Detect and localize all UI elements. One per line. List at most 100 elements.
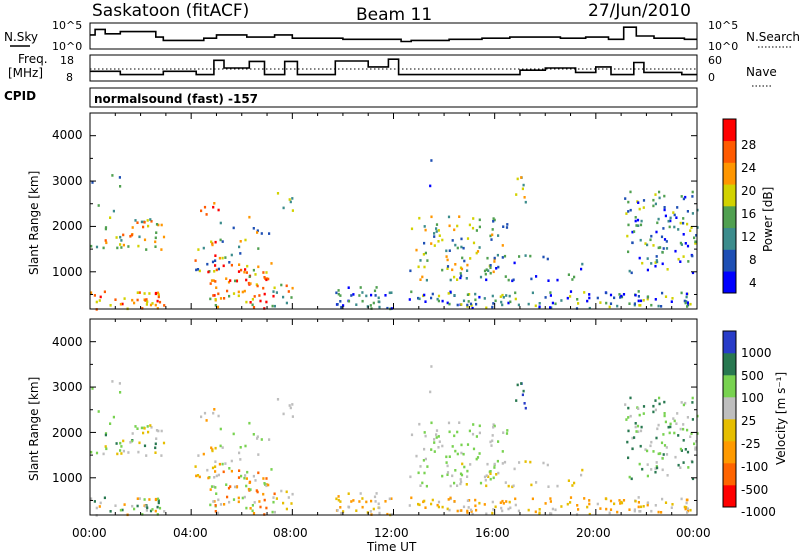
- velocity-cell-351: [471, 512, 474, 516]
- power-colorbar: 28 24 20 16 12 8 4 Power [dB]: [722, 118, 775, 294]
- velocity-cell-241: [339, 500, 342, 503]
- velocity-cell-265: [680, 497, 683, 501]
- power-cell-533: [638, 256, 641, 260]
- velocity-cell-333: [505, 500, 508, 503]
- power-cell-97: [197, 248, 200, 251]
- power-cell-224: [365, 294, 368, 298]
- power-cell-121: [237, 290, 240, 294]
- velocity-cell-630: [429, 390, 432, 394]
- power-cell-246: [340, 305, 343, 309]
- velocity-cell-216: [287, 496, 290, 499]
- velocity-cell-230: [355, 509, 358, 512]
- velocity-cell-105: [202, 452, 205, 456]
- velocity-cell-471: [423, 471, 426, 475]
- velocity-cell-538: [669, 425, 672, 429]
- velocity-cell-480: [546, 463, 549, 467]
- power-cell-16: [156, 299, 159, 303]
- power-cell-240: [388, 291, 391, 295]
- power-cell-523: [654, 261, 657, 264]
- velocity-cell-337: [633, 508, 636, 511]
- power-cell-111: [200, 209, 203, 213]
- velocity-cell-539: [677, 434, 680, 437]
- velocity-colorbar-swatch-6: [723, 353, 736, 376]
- power-cell-542: [630, 271, 633, 275]
- velocity-cell-557: [629, 396, 632, 400]
- velocity-cell-417: [489, 477, 492, 481]
- velocity-cell-177: [214, 504, 217, 507]
- velocity-cell-234: [350, 500, 353, 503]
- power-cell-434: [502, 225, 505, 228]
- velocity-cell-440: [441, 444, 444, 448]
- velocity-cell-198: [257, 453, 260, 456]
- power-cell-193: [239, 240, 242, 243]
- velocity-cell-210: [289, 406, 292, 410]
- power-cell-484: [487, 269, 490, 272]
- power-cell-96: [198, 269, 201, 273]
- power-cell-432: [493, 260, 496, 263]
- power-cell-74: [129, 235, 132, 238]
- power-cell-116: [265, 300, 268, 304]
- power-cell-491: [581, 262, 584, 266]
- power-cell-331: [671, 297, 674, 300]
- power-cell-228: [374, 294, 377, 297]
- power-cell-498: [512, 278, 515, 282]
- velocity-cell-278: [685, 506, 688, 509]
- velocity-cell-9: [121, 508, 124, 512]
- velocity-cell-551: [654, 470, 657, 474]
- velocity-cell-129: [216, 511, 220, 515]
- power-cell-32: [109, 304, 112, 307]
- power-cell-153: [237, 270, 241, 273]
- power-cell-171: [243, 270, 246, 274]
- velocity-cell-430: [422, 459, 425, 462]
- velocity-cell-148: [209, 488, 212, 491]
- power-cell-593: [639, 238, 642, 242]
- power-cell-399: [446, 267, 449, 270]
- velocity-colorbar-swatch-3: [723, 419, 736, 442]
- power-cell-272: [538, 305, 541, 309]
- velocity-cell-497: [580, 473, 583, 477]
- power-cell-136: [272, 294, 275, 298]
- velocity-cell-111: [200, 415, 203, 419]
- velocity-cell-369: [646, 501, 650, 504]
- power-cell-372: [491, 305, 494, 309]
- velocity-cell-462: [451, 445, 454, 448]
- power-cell-536: [625, 212, 628, 215]
- power-cell-505: [485, 278, 488, 282]
- velocity-cell-303: [622, 499, 626, 502]
- velocity-cell-325: [410, 496, 413, 500]
- power-cell-509: [449, 278, 452, 282]
- velocity-cell-131: [213, 476, 216, 479]
- power-cell-580: [691, 190, 694, 194]
- velocity-cell-257: [347, 492, 350, 495]
- velocity-cell-556: [665, 453, 669, 456]
- power-cell-468: [475, 251, 478, 255]
- velocity-cell-187: [260, 438, 263, 441]
- velocity-cell-69: [122, 439, 125, 443]
- power-cell-478: [495, 267, 498, 270]
- power-cell-589: [680, 195, 683, 198]
- velocity-cell-486: [484, 478, 487, 482]
- xtick-1600: 16:00: [475, 526, 510, 540]
- power-cell-301: [633, 303, 636, 307]
- power-cell-82: [109, 216, 112, 219]
- velocity-cell-84: [119, 391, 122, 394]
- velocity-colorbar: 1000 500 100 25 -25 -100 -500 -1000 Velo…: [722, 330, 788, 519]
- power-cell-342: [437, 294, 441, 298]
- velocity-cell-11: [131, 504, 134, 508]
- power-cell-603: [690, 226, 693, 229]
- velocity-cell-157: [258, 500, 261, 503]
- velocity-cell-362: [466, 509, 469, 513]
- velocity-cell-146: [257, 471, 260, 475]
- power-cell-471: [423, 265, 426, 269]
- power-cell-175: [225, 277, 228, 280]
- power-cell-319: [468, 293, 471, 296]
- velocity-cell-119: [245, 477, 248, 480]
- power-cell-181: [244, 268, 247, 271]
- power-cell-110: [194, 259, 197, 262]
- power-cell-168: [251, 303, 254, 307]
- velocity-cell-58: [149, 424, 152, 427]
- power-cell-435: [492, 220, 495, 223]
- velocity-cell-571: [662, 433, 665, 436]
- power-cell-19: [133, 301, 136, 305]
- velocity-cell-94: [217, 473, 220, 477]
